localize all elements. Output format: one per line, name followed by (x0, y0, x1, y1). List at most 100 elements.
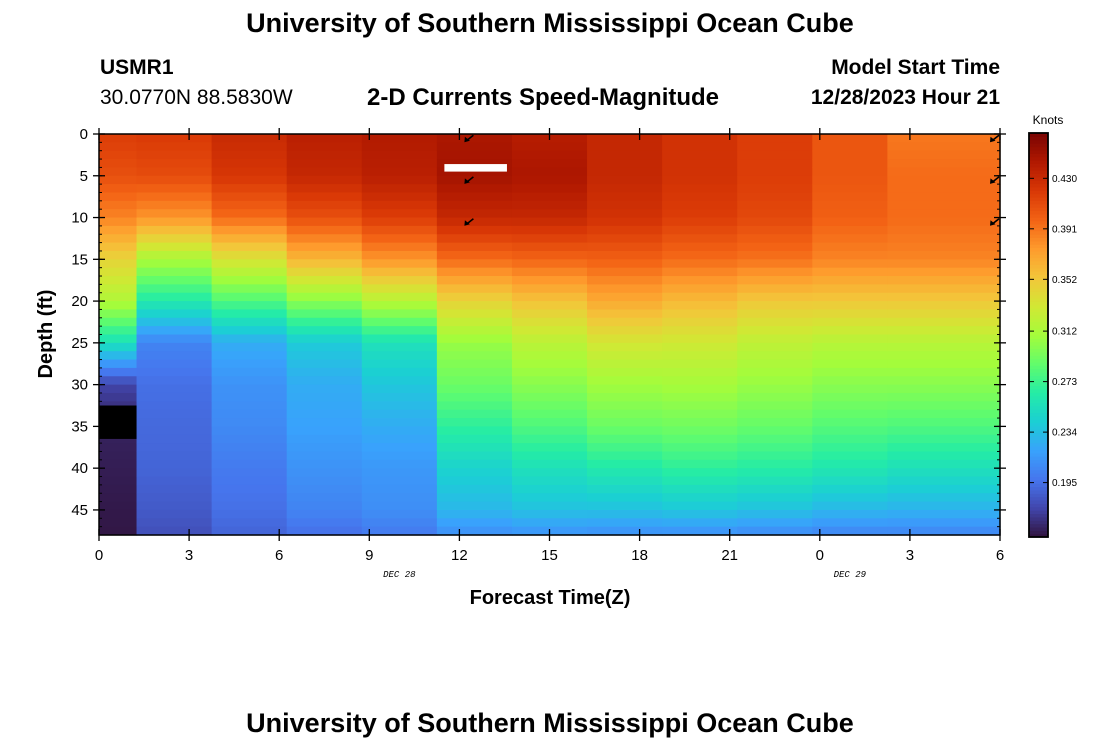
y-tick-label: 30 (71, 377, 88, 394)
colorbar-segment (1029, 217, 1048, 222)
heatmap-cell (286, 476, 363, 486)
colorbar-segment (1029, 402, 1048, 407)
heatmap-cell (812, 351, 888, 361)
heatmap-cell (662, 384, 738, 394)
heatmap-cell (812, 225, 888, 235)
heatmap-cell (812, 159, 888, 169)
heatmap-cell (286, 209, 363, 219)
heatmap-cell (99, 526, 138, 536)
colorbar-segment (1029, 365, 1048, 370)
heatmap-cell (136, 509, 213, 519)
heatmap-cell (211, 509, 288, 519)
heatmap-cell (511, 142, 588, 152)
axes: 0 5 10 15 20 25 30 35 40 45 0 3 6 9 12 15 18 21 0 3 6 DEC 28 D… (71, 126, 1006, 580)
colorbar-segment (1029, 173, 1048, 178)
x-axis-title: Forecast Time(Z) (470, 587, 631, 609)
colorbar-segment (1029, 190, 1048, 195)
colorbar-segment (1029, 136, 1048, 141)
heatmap-cell (511, 317, 588, 327)
heatmap-cell (99, 351, 138, 361)
heatmap-cell (511, 234, 588, 244)
heatmap-cell (99, 175, 138, 185)
heatmap-cell (812, 184, 888, 194)
heatmap-cell (511, 493, 588, 503)
heatmap-cell (361, 209, 438, 219)
heatmap-cell (887, 367, 1001, 377)
heatmap-cell (211, 392, 288, 402)
heatmap-cell (436, 459, 513, 469)
heatmap-cell (211, 384, 288, 394)
heatmap-cell (286, 192, 363, 202)
colorbar-segment (1029, 237, 1048, 242)
heatmap-cell (737, 184, 813, 194)
heatmap-cell (662, 376, 738, 386)
heatmap-cell (511, 392, 588, 402)
heatmap-cell (436, 493, 513, 503)
heatmap-cell (662, 217, 738, 227)
heatmap-cell (286, 234, 363, 244)
heatmap-cell (211, 501, 288, 511)
heatmap-cell (286, 401, 363, 411)
heatmap-cell (887, 451, 1001, 461)
heatmap-cell (436, 401, 513, 411)
heatmap-cell (587, 234, 663, 244)
heatmap-cell (136, 443, 213, 453)
heatmap-cell (662, 309, 738, 319)
heatmap-cell (662, 518, 738, 528)
heatmap-cell (511, 167, 588, 177)
colorbar-segment (1029, 186, 1048, 191)
heatmap-cell (662, 401, 738, 411)
heatmap-cell (99, 434, 138, 444)
heatmap-cell (136, 284, 213, 294)
colorbar-segment (1029, 335, 1048, 339)
heatmap (99, 134, 1001, 536)
heatmap-cell (812, 359, 888, 369)
heatmap-cell (136, 234, 213, 244)
heatmap-cell (99, 468, 138, 478)
heatmap-cell (436, 217, 513, 227)
heatmap-cell (286, 351, 363, 361)
missing-data-block (99, 405, 137, 439)
heatmap-cell (812, 292, 888, 302)
heatmap-cell (136, 225, 213, 235)
heatmap-cell (737, 167, 813, 177)
heatmap-cell (211, 451, 288, 461)
heatmap-cell (812, 451, 888, 461)
heatmap-cell (211, 484, 288, 494)
chart-title: University of Southern Mississippi Ocean… (246, 8, 854, 38)
heatmap-cell (812, 443, 888, 453)
colorbar-segment (1029, 264, 1048, 269)
heatmap-cell (737, 501, 813, 511)
heatmap-cell (887, 259, 1001, 269)
colorbar-segment (1029, 304, 1048, 309)
heatmap-cell (812, 376, 888, 386)
heatmap-cell (361, 418, 438, 427)
heatmap-cell (436, 384, 513, 394)
heatmap-cell (587, 484, 663, 494)
colorbar-segment (1029, 277, 1048, 282)
colorbar-segment (1029, 227, 1048, 232)
heatmap-cell (436, 484, 513, 494)
heatmap-cell (286, 225, 363, 235)
colorbar-segment (1029, 176, 1048, 181)
heatmap-cell (662, 526, 738, 536)
heatmap-cell (99, 242, 138, 252)
heatmap-cell (436, 509, 513, 519)
heatmap-cell (662, 301, 738, 311)
colorbar-segment (1029, 287, 1048, 292)
heatmap-cell (587, 342, 663, 352)
y-tick-label: 0 (80, 126, 88, 143)
heatmap-cell (587, 267, 663, 277)
heatmap-cell (737, 392, 813, 402)
heatmap-cell (211, 493, 288, 503)
y-tick-label: 5 (80, 168, 88, 185)
heatmap-cell (812, 200, 888, 210)
heatmap-cell (361, 184, 438, 194)
colorbar-segment (1029, 143, 1048, 148)
colorbar-segment (1029, 301, 1048, 306)
heatmap-cell (286, 443, 363, 453)
heatmap-cell (136, 401, 213, 411)
heatmap-cell (511, 217, 588, 227)
heatmap-cell (737, 309, 813, 319)
heatmap-cell (812, 367, 888, 377)
